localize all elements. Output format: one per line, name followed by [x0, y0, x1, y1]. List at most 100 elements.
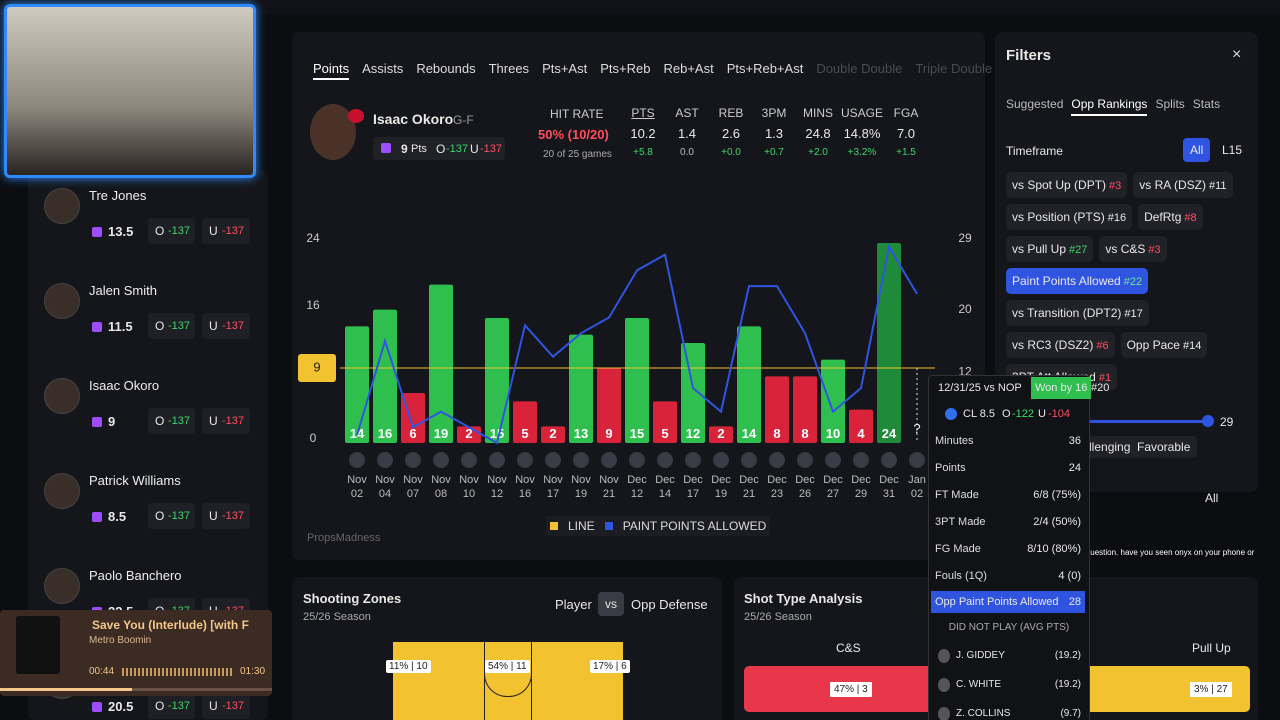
player-line: 13.5: [108, 224, 134, 239]
filter-tab[interactable]: Suggested: [1006, 97, 1064, 111]
line-unit: Pts: [411, 143, 427, 155]
filter-chip[interactable]: Opp Pace #14: [1120, 332, 1208, 358]
duration: 01:30: [240, 666, 266, 677]
filter-chip[interactable]: vs Position (PTS) #16: [1006, 204, 1133, 230]
under-box[interactable]: U -137: [202, 503, 250, 529]
tab[interactable]: Assists: [362, 61, 404, 76]
timeframe-option[interactable]: L15: [1222, 143, 1243, 157]
tab[interactable]: Double Double: [816, 61, 903, 76]
bar: [737, 326, 761, 443]
bar-label: 24: [882, 426, 897, 441]
overlay-line: [356, 244, 918, 445]
filter-button[interactable]: Favorable: [1130, 436, 1198, 458]
avatar: [44, 188, 80, 224]
tab[interactable]: Threes: [488, 61, 530, 76]
player-name: Isaac Okoro: [373, 111, 454, 127]
player-name: Paolo Banchero: [89, 568, 182, 583]
over-box[interactable]: O-137: [148, 313, 195, 339]
team-logo: [545, 452, 561, 468]
under-odds: -137: [222, 320, 245, 332]
under-odds: -137: [222, 700, 245, 712]
under-box[interactable]: U -137: [202, 408, 250, 434]
chip-rank: #22: [1123, 276, 1143, 288]
over-odds: -137: [168, 225, 191, 237]
tab[interactable]: Triple Double: [915, 61, 993, 76]
tab[interactable]: Pts+Reb+Ast: [726, 61, 804, 76]
tab[interactable]: Pts+Reb: [600, 61, 651, 76]
filter-chip[interactable]: vs RC3 (DSZ2) #6: [1006, 332, 1115, 358]
platform-icon: [92, 322, 102, 332]
tab[interactable]: Pts+Ast: [542, 61, 588, 76]
under-box[interactable]: U -137: [202, 693, 250, 719]
player-name: Jalen Smith: [89, 283, 157, 298]
section-title: Shooting Zones: [303, 591, 402, 606]
tab[interactable]: Rebounds: [416, 61, 476, 76]
result-rank: #20: [1091, 382, 1110, 394]
chip-rank: #27: [1069, 244, 1088, 256]
upcoming-label: ?: [913, 421, 920, 436]
under-box[interactable]: U -137: [202, 313, 250, 339]
filter-chip[interactable]: vs Spot Up (DPT) #3: [1006, 172, 1128, 198]
stat: FGA 7.0 +1.5: [876, 106, 936, 158]
bar-label: 2: [717, 426, 724, 441]
dnp-name: Z. COLLINS: [956, 708, 1011, 719]
dropdown[interactable]: All: [1205, 491, 1219, 505]
tab[interactable]: Reb+Ast: [663, 61, 714, 76]
slider-value: 29: [1220, 415, 1234, 429]
x-tick-label: Nov 08: [431, 474, 451, 500]
slider-knob[interactable]: [1202, 415, 1214, 427]
filter-chip[interactable]: vs Pull Up #27: [1006, 236, 1094, 262]
team-logo: [405, 452, 421, 468]
x-tick-label: Dec 23: [767, 474, 787, 500]
over-label: O: [155, 319, 165, 333]
toggle-right[interactable]: Opp Defense: [631, 597, 708, 612]
over-box[interactable]: O-137: [148, 693, 195, 719]
filter-chip[interactable]: vs Transition (DPT2) #17: [1006, 300, 1149, 326]
bar: [653, 401, 677, 443]
col-label: Pull Up: [1192, 641, 1231, 655]
zone-label: 17% | 6: [590, 660, 630, 673]
filter-tab[interactable]: Splits: [1155, 97, 1185, 111]
filter-chip[interactable]: Paint Points Allowed #22: [1006, 268, 1149, 294]
filter-tab[interactable]: Opp Rankings: [1071, 97, 1148, 116]
under-box[interactable]: U -137: [202, 218, 250, 244]
under-odds: -137: [222, 510, 245, 522]
tooltip-highlight: Opp Paint Points Allowed 28: [931, 591, 1085, 613]
x-tick-label: Nov 07: [403, 474, 423, 500]
filter-chip[interactable]: DefRtg #8: [1138, 204, 1203, 230]
bar: [373, 309, 397, 443]
platform-icon: [92, 417, 102, 427]
player-line: 11.5: [108, 319, 133, 334]
slider-track: [1090, 420, 1208, 423]
tooltip-row-value: 4 (0): [1058, 570, 1081, 582]
tooltip-row-label: FT Made: [935, 489, 979, 501]
over-box[interactable]: O-137: [148, 408, 195, 434]
toggle-left[interactable]: Player: [555, 597, 592, 612]
tooltip-row-label: Minutes: [935, 435, 974, 447]
dnp-value: (19.2): [1054, 650, 1081, 661]
player-line: 9: [108, 414, 116, 429]
filter-chip[interactable]: vs RA (DSZ) #11: [1133, 172, 1233, 198]
avatar: [44, 378, 80, 414]
stat-diff: +5.8: [633, 147, 653, 158]
filter-chip[interactable]: vs C&S #3: [1099, 236, 1167, 262]
close-button[interactable]: ×: [1232, 46, 1242, 63]
tab[interactable]: Points: [313, 61, 350, 80]
over-box[interactable]: O-137: [148, 218, 195, 244]
team-logo: [377, 452, 393, 468]
line-value: 9: [401, 142, 408, 156]
timeframe-option[interactable]: All: [1183, 138, 1211, 162]
bar-label: 16: [378, 426, 392, 441]
bar-label: 6: [409, 426, 416, 441]
team-logo: [657, 452, 673, 468]
court: [393, 642, 623, 720]
filter-tab[interactable]: Stats: [1192, 97, 1221, 111]
over-box[interactable]: O-137: [148, 503, 195, 529]
dnp-value: (9.7): [1060, 708, 1081, 719]
tooltip-row-value: 2/4 (50%): [1033, 516, 1081, 528]
under-label: U: [209, 414, 218, 428]
legend-swatch: [550, 522, 558, 530]
stat-diff: +0.0: [721, 147, 741, 158]
stat-label: AST: [675, 106, 699, 120]
top-bar: [0, 0, 1280, 14]
